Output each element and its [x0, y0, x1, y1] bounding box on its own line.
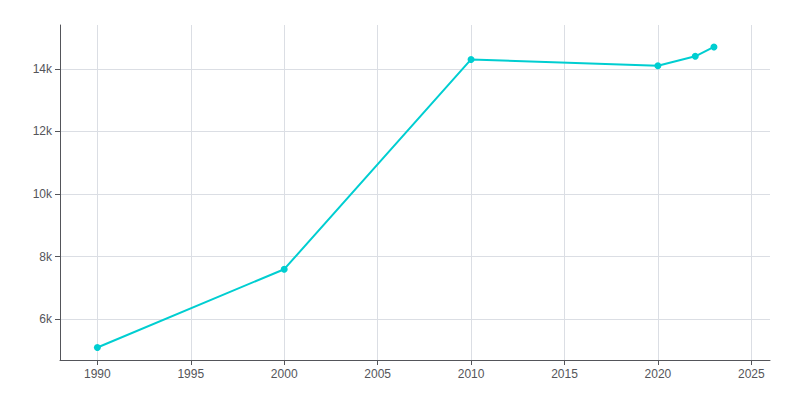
- svg-text:1990: 1990: [84, 367, 111, 381]
- svg-text:1995: 1995: [177, 367, 204, 381]
- svg-text:2015: 2015: [551, 367, 578, 381]
- svg-text:2000: 2000: [271, 367, 298, 381]
- svg-text:10k: 10k: [33, 187, 53, 201]
- svg-text:14k: 14k: [33, 62, 53, 76]
- svg-text:2010: 2010: [458, 367, 485, 381]
- svg-text:2025: 2025: [738, 367, 765, 381]
- svg-text:2005: 2005: [364, 367, 391, 381]
- svg-text:6k: 6k: [39, 312, 53, 326]
- svg-text:2020: 2020: [645, 367, 672, 381]
- svg-text:12k: 12k: [33, 124, 53, 138]
- svg-text:8k: 8k: [39, 250, 53, 264]
